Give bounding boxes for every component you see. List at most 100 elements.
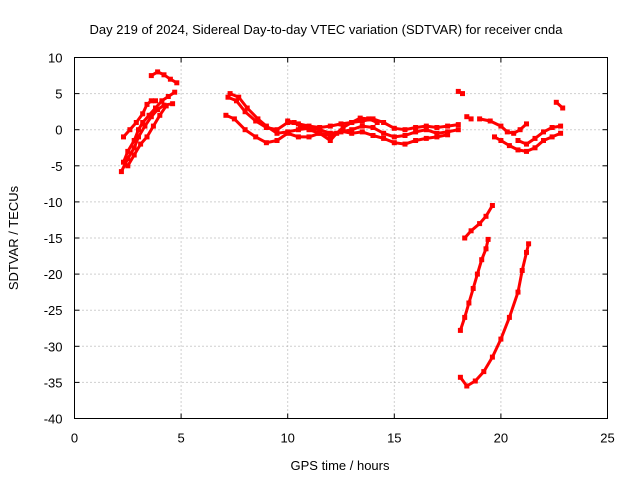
data-point (118, 169, 124, 175)
data-point (153, 98, 158, 104)
data-point (423, 123, 429, 129)
data-point (148, 73, 154, 79)
series-track-drop-3 (462, 203, 495, 241)
x-axis-label: GPS time / hours (291, 458, 390, 473)
data-point (295, 134, 301, 140)
data-point (423, 135, 429, 141)
data-point (541, 138, 546, 143)
data-point (477, 116, 483, 122)
data-point (163, 103, 169, 109)
data-point (370, 116, 376, 122)
y-tick-label: -40 (44, 412, 63, 427)
data-point (498, 336, 504, 342)
data-point (253, 134, 259, 140)
data-point (125, 163, 131, 169)
y-tick-label: -5 (51, 159, 63, 174)
data-point (148, 114, 154, 120)
data-point (295, 127, 301, 133)
y-tick-label: -15 (44, 231, 63, 246)
data-point (317, 130, 323, 136)
data-point (413, 125, 419, 130)
data-point (349, 130, 355, 136)
data-point (558, 123, 564, 129)
series-track-late-2 (464, 114, 474, 122)
data-point (517, 127, 523, 133)
data-point (338, 121, 344, 127)
series-line (458, 242, 531, 388)
data-point (445, 132, 451, 138)
data-point (172, 89, 178, 95)
data-point (464, 114, 470, 120)
data-point (524, 249, 529, 255)
series-track-early-2 (118, 101, 176, 175)
y-tick-label: -30 (44, 339, 63, 354)
data-point (391, 125, 397, 131)
data-point (359, 118, 365, 124)
data-point (225, 94, 231, 100)
data-point (470, 286, 476, 291)
data-point (479, 257, 485, 263)
data-point (483, 246, 489, 252)
data-point (223, 112, 229, 118)
data-point (468, 116, 474, 122)
data-point (445, 129, 451, 135)
data-point (131, 152, 137, 158)
data-point (121, 159, 126, 165)
data-point (506, 314, 512, 320)
x-tick-label: 5 (177, 431, 184, 446)
data-point (541, 129, 546, 135)
data-point (477, 221, 483, 227)
data-point (359, 123, 365, 129)
data-point (434, 134, 440, 140)
data-point (138, 141, 144, 147)
data-point (485, 236, 491, 242)
data-point (242, 127, 248, 133)
data-point (515, 289, 521, 295)
y-tick-label: -25 (44, 303, 63, 318)
data-point (468, 228, 474, 234)
data-point (144, 134, 150, 140)
data-point (263, 140, 269, 146)
series-track-late-6 (553, 99, 566, 111)
data-point (133, 120, 139, 125)
tick-labels: 0 5 10 15 20 25 10 5 0 -5 -10 -15 -20 -25 -30 -35 -40 (44, 51, 615, 446)
data-point (483, 213, 489, 219)
y-tick-label: -10 (44, 195, 63, 210)
data-point (506, 143, 512, 149)
data-point (524, 148, 529, 154)
data-point (298, 123, 303, 129)
data-point (136, 134, 141, 140)
data-point (423, 127, 429, 133)
data-point (291, 120, 297, 125)
data-point (553, 99, 559, 105)
x-tick-label: 20 (494, 431, 508, 446)
chart-title: Day 219 of 2024, Sidereal Day-to-day VTE… (89, 22, 563, 37)
x-tick-label: 25 (600, 431, 614, 446)
data-point (549, 134, 555, 140)
data-point (457, 327, 463, 333)
data-point (455, 127, 461, 133)
data-point (255, 116, 261, 122)
data-point (236, 94, 242, 100)
data-point (370, 133, 376, 138)
data-point (511, 130, 517, 136)
y-tick-label: 0 (55, 123, 62, 138)
data-point (462, 235, 468, 241)
data-point (306, 127, 312, 133)
data-point (402, 133, 408, 138)
data-point (357, 115, 363, 121)
series-track-early-3 (121, 98, 158, 140)
data-point (274, 130, 280, 136)
data-point (131, 145, 137, 151)
data-point (125, 148, 131, 154)
data-point (136, 127, 141, 133)
x-tick-label: 15 (387, 431, 401, 446)
data-point (174, 80, 180, 86)
data-point (402, 141, 408, 147)
data-point (159, 98, 165, 104)
data-point (481, 369, 487, 375)
data-point (334, 130, 340, 136)
data-point (524, 121, 529, 127)
series-track-late-4 (492, 130, 564, 154)
data-point (487, 118, 493, 124)
